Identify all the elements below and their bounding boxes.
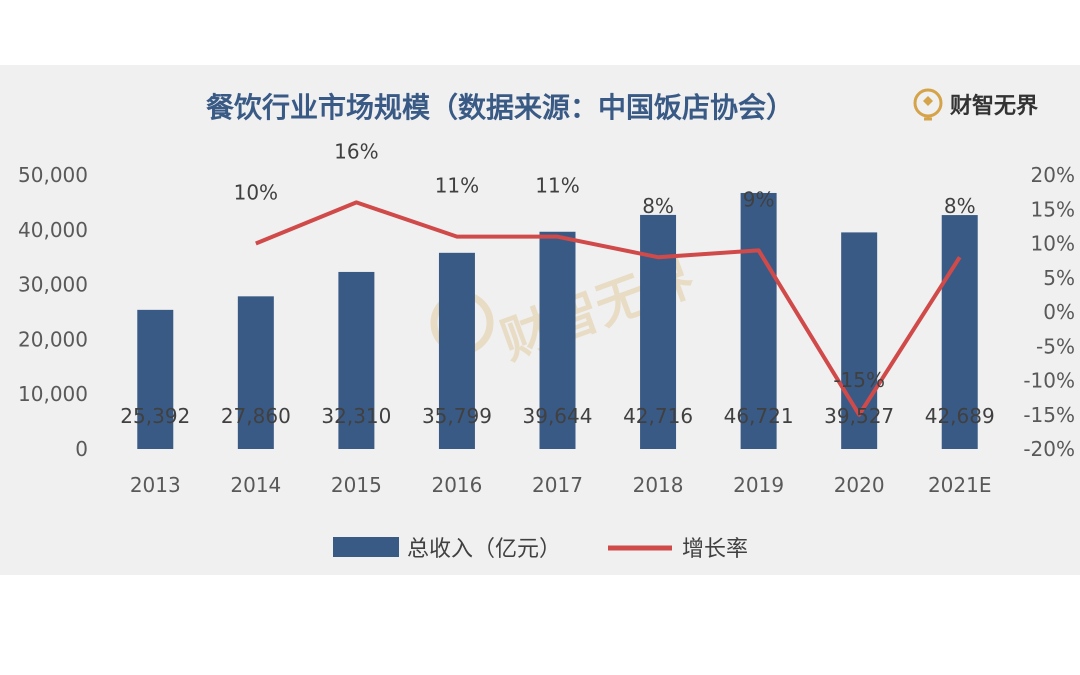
legend-bar-swatch	[333, 537, 399, 557]
bars-layer	[137, 192, 978, 449]
bar-value-label: 46,721	[724, 404, 794, 428]
brand-logo: 财智无界	[913, 88, 1038, 121]
growth-value-label: 11%	[535, 174, 579, 198]
right-axis-tick: 20%	[1031, 163, 1075, 187]
right-axis-tick: -20%	[1023, 437, 1075, 461]
right-axis-tick: -5%	[1036, 334, 1075, 358]
right-axis-tick: 15%	[1031, 197, 1075, 221]
chart-panel: 餐饮行业市场规模（数据来源：中国饭店协会） 财智无界 财智无界 0 10,000 2…	[0, 65, 1080, 575]
bar-value-label: 32,310	[321, 404, 391, 428]
growth-value-label: 8%	[642, 194, 674, 218]
brand-name: 财智无界	[950, 93, 1038, 119]
x-axis-tick: 2019	[733, 473, 784, 497]
x-axis-tick: 2021E	[928, 473, 992, 497]
bar-2019	[740, 192, 777, 449]
left-axis-tick: 10,000	[18, 382, 88, 406]
bar-value-label: 39,644	[523, 404, 593, 428]
bar-2016	[438, 252, 475, 449]
legend: 总收入（亿元） 增长率	[333, 537, 748, 562]
bar-value-label: 42,716	[623, 404, 693, 428]
bar-2017	[539, 231, 576, 449]
chart-title: 餐饮行业市场规模（数据来源：中国饭店协会）	[206, 91, 794, 124]
bar-2021E	[941, 215, 978, 449]
right-axis-tick: 5%	[1043, 266, 1075, 290]
left-axis-tick: 20,000	[18, 327, 88, 351]
left-axis: 0 10,000 20,000 30,000 40,000 50,000	[18, 163, 88, 461]
left-axis-tick: 40,000	[18, 218, 88, 242]
left-axis-tick: 0	[75, 437, 88, 461]
growth-value-label: 16%	[334, 139, 378, 163]
logo-mark-icon	[923, 96, 933, 106]
x-axis-tick: 2020	[834, 473, 885, 497]
bar-value-label: 39,527	[824, 404, 894, 428]
bar-value-label: 35,799	[422, 404, 492, 428]
bar-value-labels: 25,392 27,860 32,310 35,799 39,644 42,716 46,7…	[120, 404, 994, 428]
growth-value-label: 8%	[944, 194, 976, 218]
x-axis-tick: 2013	[130, 473, 181, 497]
x-axis-tick: 2015	[331, 473, 382, 497]
x-axis-tick: 2017	[532, 473, 583, 497]
legend-bar-label: 总收入（亿元）	[407, 537, 561, 562]
x-axis-tick: 2018	[633, 473, 684, 497]
bar-value-label: 27,860	[221, 404, 291, 428]
growth-value-labels: 10% 16% 11% 11% 8% 9% -15% 8%	[234, 139, 976, 391]
x-axis-tick: 2014	[230, 473, 281, 497]
right-axis-tick: -10%	[1023, 369, 1075, 393]
legend-line-label: 增长率	[682, 537, 748, 562]
right-axis: -20% -15% -10% -5% 0% 5% 10% 15% 20%	[1023, 163, 1075, 461]
bar-2014	[237, 296, 274, 449]
growth-value-label: 9%	[743, 187, 775, 211]
growth-rate-line	[255, 200, 962, 417]
growth-value-label: -15%	[833, 368, 885, 392]
x-axis-tick: 2016	[431, 473, 482, 497]
bar-value-label: 25,392	[120, 404, 190, 428]
x-axis: 2013 2014 2015 2016 2017 2018 2019 2020 2021E	[130, 473, 992, 497]
right-axis-tick: -15%	[1023, 403, 1075, 427]
growth-value-label: 10%	[234, 181, 278, 205]
bar-2015	[338, 271, 375, 449]
right-axis-tick: 10%	[1031, 232, 1075, 256]
right-axis-tick: 0%	[1043, 300, 1075, 324]
bar-value-label: 42,689	[925, 404, 995, 428]
left-axis-tick: 30,000	[18, 273, 88, 297]
growth-value-label: 11%	[435, 174, 479, 198]
left-axis-tick: 50,000	[18, 163, 88, 187]
growth-line-layer	[255, 200, 962, 417]
chart-svg: 餐饮行业市场规模（数据来源：中国饭店协会） 财智无界 财智无界 010,0002…	[18, 88, 1075, 562]
bar-2013	[137, 309, 174, 449]
